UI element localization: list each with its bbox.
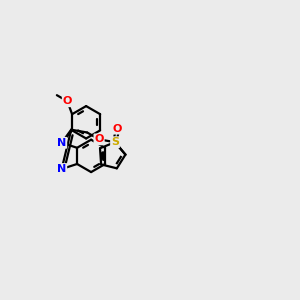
Text: N: N [57, 138, 66, 148]
Text: N: N [57, 164, 66, 174]
Text: O: O [113, 124, 122, 134]
Text: O: O [63, 96, 72, 106]
Text: S: S [111, 137, 119, 147]
Text: O: O [94, 134, 104, 144]
